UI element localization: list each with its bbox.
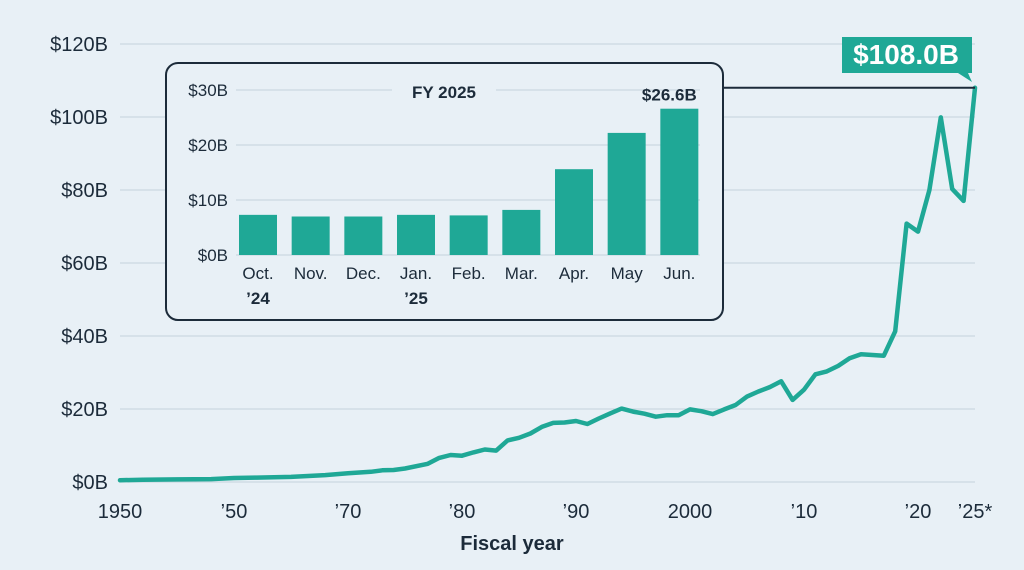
x-tick-label: ’10 xyxy=(791,501,818,523)
bar-dec xyxy=(344,216,383,255)
x-tick-label: ’70 xyxy=(335,501,362,523)
inset-y-tick-label: $0B xyxy=(198,246,228,265)
main-y-axis: $0B $20B $40B $60B $80B $100B $120B xyxy=(50,34,108,494)
bar-mar xyxy=(502,209,541,255)
main-data-points xyxy=(119,87,976,481)
inset-x-tick-label: Feb. xyxy=(452,264,486,283)
jun-bar-label: $26.6B xyxy=(642,86,697,105)
y-tick-label: $120B xyxy=(50,34,108,56)
inset-x-axis: Oct. ’24 Nov. Dec. Jan. ’25 Feb. Mar. Apr. May Jun… xyxy=(242,264,695,308)
bar-feb xyxy=(449,215,488,255)
inset-x-tick-label: Mar. xyxy=(505,264,538,283)
bar-apr xyxy=(555,169,593,255)
callout-badge xyxy=(842,37,972,82)
x-tick-label: ’25* xyxy=(958,501,993,523)
x-tick-label: ’20 xyxy=(905,501,932,523)
bar-nov xyxy=(291,216,330,255)
inset-x-tick-label: May xyxy=(611,264,644,283)
main-x-axis: 1950 ’50 ’70 ’80 ’90 2000 ’10 ’20 ’25* xyxy=(98,501,993,523)
x-tick-label: ’80 xyxy=(449,501,476,523)
inset-x-tick-label: Nov. xyxy=(294,264,328,283)
inset-x-tick-label: Apr. xyxy=(559,264,589,283)
bar-may xyxy=(607,132,646,255)
x-tick-label: 2000 xyxy=(668,501,713,523)
x-tick-label: 1950 xyxy=(98,501,143,523)
inset-y-tick-label: $10B xyxy=(188,191,228,210)
callout-value: $108.0B xyxy=(853,39,959,70)
x-axis-title: Fiscal year xyxy=(460,533,564,555)
inset-y-tick-label: $30B xyxy=(188,81,228,100)
inset-y-tick-label: $20B xyxy=(188,136,228,155)
x-tick-label: ’50 xyxy=(221,501,248,523)
inset-y-axis: $0B $10B $20B $30B xyxy=(188,81,228,265)
inset-x-tick-label: Oct. xyxy=(242,264,273,283)
monthly-inset: $0B $10B $20B $30B FY 2025 Oct. ’24 Nov. Dec. J… xyxy=(165,62,724,321)
inset-title-background xyxy=(392,78,496,104)
customs-duties-line xyxy=(117,85,978,483)
bar-oct xyxy=(239,214,277,255)
inset-x-year-label: ’25 xyxy=(404,289,428,308)
endpoint-callout: $108.0B xyxy=(842,37,972,82)
inset-frame xyxy=(165,62,724,321)
inset-x-tick-label: Jun. xyxy=(663,264,695,283)
inset-title: FY 2025 xyxy=(412,83,476,102)
inset-x-tick-label: Jan. xyxy=(400,264,432,283)
x-tick-label: ’90 xyxy=(563,501,590,523)
y-tick-label: $60B xyxy=(61,253,108,275)
inset-bars xyxy=(239,108,699,255)
bar-jun xyxy=(660,108,699,255)
bar-jan xyxy=(397,214,435,255)
y-tick-label: $40B xyxy=(61,326,108,348)
y-tick-label: $80B xyxy=(61,180,108,202)
inset-x-year-label: ’24 xyxy=(246,289,270,308)
y-tick-label: $20B xyxy=(61,399,108,421)
y-tick-label: $0B xyxy=(72,472,108,494)
y-tick-label: $100B xyxy=(50,107,108,129)
inset-x-tick-label: Dec. xyxy=(346,264,381,283)
